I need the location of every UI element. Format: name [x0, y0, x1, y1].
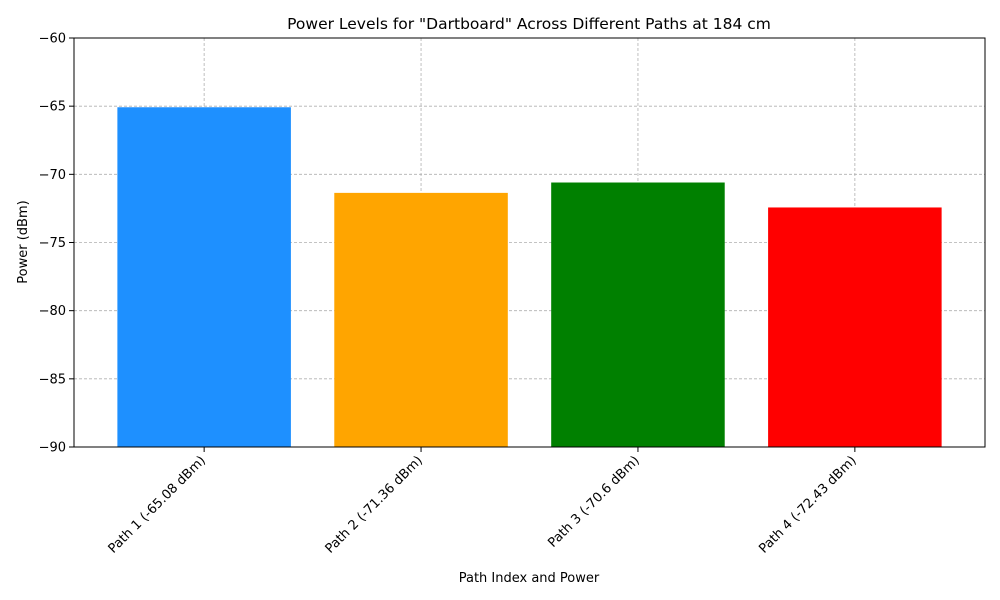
bar-path-4: [768, 207, 942, 447]
x-axis: Path 1 (-65.08 dBm) Path 2 (-71.36 dBm) Pa…: [106, 447, 860, 557]
bar-path-1: [117, 107, 291, 448]
x-tick-label: Path 2 (-71.36 dBm): [323, 453, 426, 556]
y-tick-label: −60: [39, 32, 66, 47]
chart-title: Power Levels for "Dartboard" Across Diff…: [287, 15, 771, 33]
y-tick-label: −65: [39, 100, 66, 115]
y-tick-label: −80: [39, 304, 66, 319]
y-tick-label: −70: [39, 168, 66, 183]
y-axis: −90 −85 −80 −75 −70 −65 −60: [39, 32, 74, 456]
x-tick-label: Path 4 (-72.43 dBm): [756, 453, 859, 556]
bar-path-2: [334, 192, 508, 447]
x-tick-label: Path 3 (-70.6 dBm): [545, 453, 642, 550]
x-axis-label: Path Index and Power: [459, 571, 600, 586]
bars: [117, 107, 942, 448]
y-tick-label: −90: [39, 441, 66, 456]
y-tick-label: −75: [39, 236, 66, 251]
y-axis-label: Power (dBm): [16, 200, 31, 283]
y-tick-label: −85: [39, 372, 66, 387]
x-tick-label: Path 1 (-65.08 dBm): [106, 453, 209, 556]
bar-path-3: [551, 182, 725, 447]
